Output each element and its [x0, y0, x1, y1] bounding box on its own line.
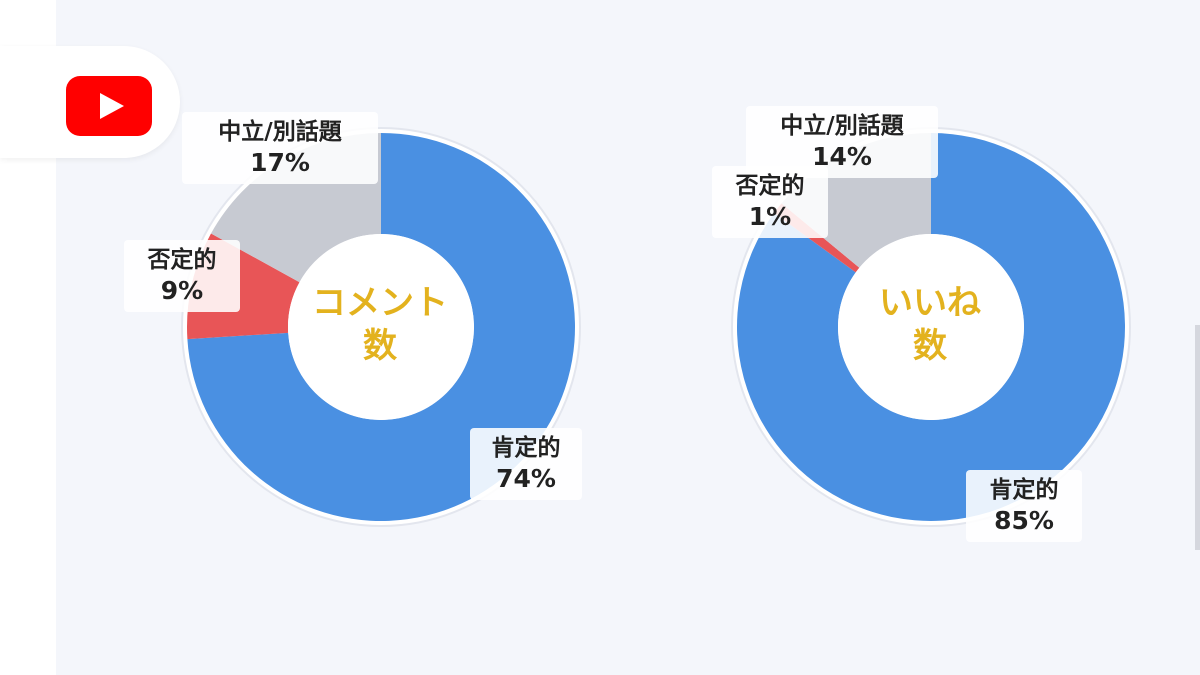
- slice-value: 9%: [160, 275, 204, 305]
- tooltip-negative-likes: 否定的 1%: [712, 166, 828, 238]
- center-label-likes: いいね 数: [840, 282, 1020, 367]
- center-label-line: 数: [363, 325, 397, 366]
- tooltip-positive-likes: 肯定的 85%: [966, 470, 1082, 542]
- donut-slice-positive: [737, 133, 1125, 521]
- youtube-play-icon: [66, 76, 152, 136]
- tooltip-negative-comments: 否定的 9%: [124, 240, 240, 312]
- slice-label: 肯定的: [491, 435, 561, 461]
- slice-label: 中立/別話題: [780, 113, 904, 139]
- donut-hole: [288, 234, 474, 420]
- center-label-comments: コメント 数: [290, 282, 470, 367]
- center-label-line: いいね: [879, 283, 981, 323]
- center-label-line: コメント: [312, 283, 448, 323]
- slice-value: 14%: [812, 141, 872, 171]
- slice-label: 否定的: [147, 247, 217, 273]
- tooltip-neutral-likes: 中立/別話題 14%: [746, 106, 938, 178]
- tooltip-neutral-comments: 中立/別話題 17%: [182, 112, 378, 184]
- slice-label: 中立/別話題: [218, 119, 342, 145]
- slice-value: 85%: [994, 505, 1054, 535]
- slice-label: 肯定的: [989, 477, 1059, 503]
- donut-hole: [838, 234, 1024, 420]
- slice-label: 否定的: [735, 173, 805, 199]
- slice-value: 17%: [250, 147, 310, 177]
- slice-value: 1%: [748, 201, 792, 231]
- tooltip-positive-comments: 肯定的 74%: [470, 428, 582, 500]
- donut-slice-positive: [187, 133, 575, 521]
- center-label-line: 数: [913, 325, 947, 366]
- donut-chart-comments: [181, 127, 581, 527]
- slice-value: 74%: [496, 463, 556, 493]
- edge-divider: [1195, 325, 1200, 550]
